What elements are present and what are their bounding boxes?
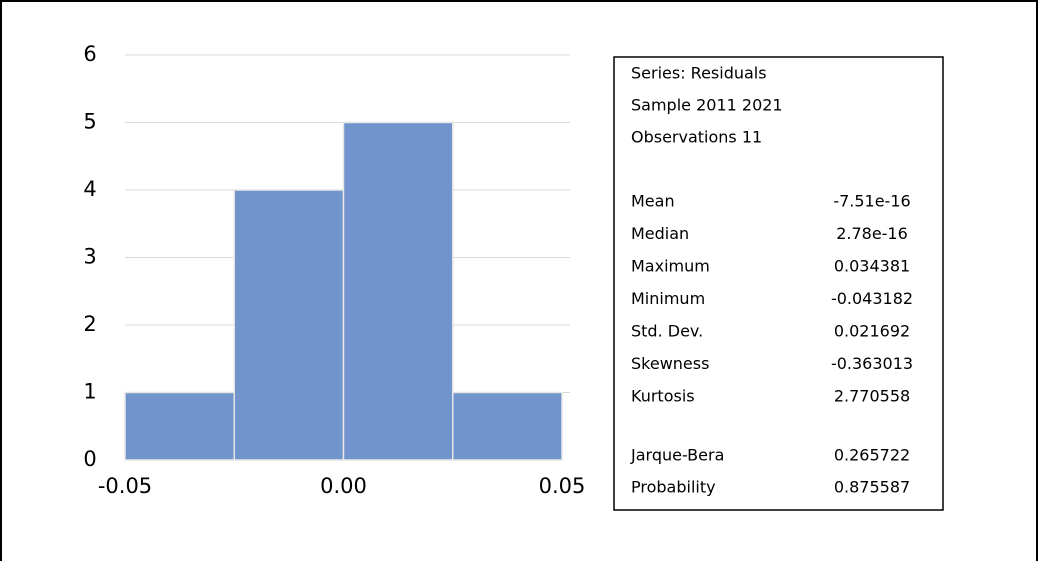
test-value: 0.265722 [834,446,910,465]
stat-value: 2.78e-16 [836,224,908,243]
stat-name: Median [631,224,689,243]
y-tick-label: 4 [83,177,96,201]
stat-value: 2.770558 [834,387,910,406]
y-tick-label: 6 [83,42,96,66]
y-tick-label: 5 [83,110,96,134]
stat-value: -7.51e-16 [833,192,910,211]
test-name: Probability [631,478,716,497]
y-tick-label: 3 [83,245,96,269]
stat-value: 0.034381 [834,257,910,276]
stats-header: Sample 2011 2021 [631,96,783,115]
bar [233,189,345,461]
y-tick-label: 1 [83,380,96,404]
stat-name: Maximum [631,257,710,276]
x-tick-label: 0.05 [539,474,586,498]
stat-value: -0.363013 [831,354,913,373]
test-value: 0.875587 [834,478,910,497]
bar [452,391,563,461]
stats-header: Observations 11 [631,128,762,147]
y-tick-label: 2 [83,312,96,336]
stat-value: -0.043182 [831,289,913,308]
stat-name: Minimum [631,289,705,308]
bar [342,121,454,461]
y-tick-label: 0 [83,447,96,471]
stat-name: Skewness [631,354,709,373]
stat-name: Std. Dev. [631,322,703,341]
stat-name: Mean [631,192,675,211]
stat-value: 0.021692 [834,322,910,341]
x-tick-label: 0.00 [320,474,367,498]
stat-name: Kurtosis [631,387,695,406]
stats-box [613,56,944,511]
x-tick-label: -0.05 [98,474,152,498]
stats-header: Series: Residuals [631,64,767,83]
test-name: Jarque-Bera [630,446,724,465]
bar [124,391,235,461]
